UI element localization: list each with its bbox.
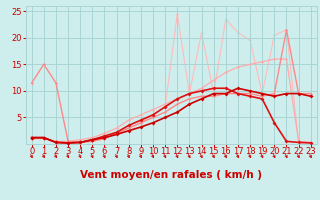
X-axis label: Vent moyen/en rafales ( km/h ): Vent moyen/en rafales ( km/h ) — [80, 170, 262, 180]
